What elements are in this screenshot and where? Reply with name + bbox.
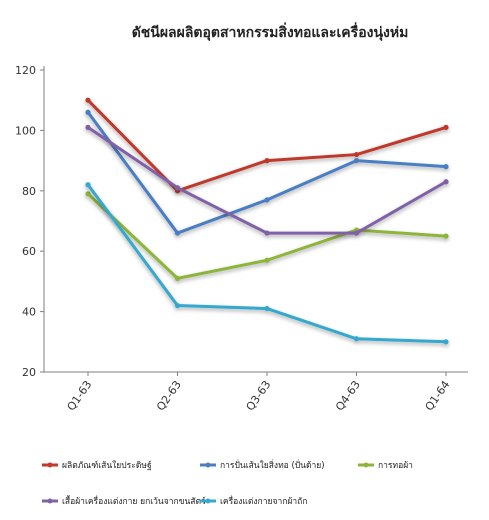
- data-point: [174, 230, 181, 236]
- data-point: [264, 158, 270, 164]
- y-tick-label: 20: [22, 366, 36, 379]
- legend-label: การปั่นเส้นใยสิ่งทอ (ปั่นด้าย): [220, 459, 325, 471]
- legend-label: เสื้อผ้าเครื่องแต่งกาย ยกเว้นจากขนสัตว์: [62, 495, 206, 507]
- series-2: [85, 109, 449, 236]
- data-point: [264, 230, 270, 236]
- data-point: [85, 182, 91, 188]
- data-point: [174, 275, 181, 281]
- data-point: [174, 302, 181, 309]
- data-point: [353, 336, 360, 342]
- y-tick-label: 100: [15, 124, 36, 137]
- series-line: [86, 110, 448, 235]
- data-point: [353, 230, 360, 236]
- x-tick-label: Q4-63: [333, 378, 363, 413]
- series-5: [85, 182, 449, 345]
- series-3: [85, 191, 449, 281]
- series-layer: [85, 97, 449, 345]
- data-point: [85, 97, 91, 103]
- legend-marker: [47, 462, 53, 468]
- y-axis-ticks: 20 40 60 80 100 120: [15, 64, 44, 379]
- series-line: [86, 98, 448, 193]
- series-4: [85, 124, 449, 236]
- data-point: [353, 151, 360, 158]
- data-point: [264, 197, 270, 203]
- series-line: [86, 192, 448, 280]
- legend-item-2: การปั่นเส้นใยสิ่งทอ (ปั่นด้าย): [200, 459, 325, 471]
- x-tick-label: Q3-63: [244, 378, 274, 413]
- legend-label: เครื่องแต่งกายจากผ้าถัก: [220, 495, 307, 507]
- legend-marker: [205, 462, 211, 468]
- x-tick-label: Q2-63: [154, 378, 184, 413]
- legend-marker: [363, 462, 369, 468]
- y-tick-label: 60: [22, 245, 36, 258]
- data-point: [443, 339, 449, 345]
- x-tick-label: Q1-64: [423, 378, 453, 413]
- x-axis-ticks: Q1-63 Q2-63 Q3-63 Q4-63 Q1-64: [65, 372, 453, 413]
- y-tick-label: 80: [22, 185, 36, 198]
- legend: ผลิตภัณฑ์เส้นใยประดิษฐ์ การปั่นเส้นใยสิ่ง…: [42, 459, 413, 507]
- data-point: [174, 185, 181, 191]
- series-line: [86, 183, 448, 344]
- data-point: [85, 124, 91, 130]
- data-point: [443, 179, 449, 185]
- data-point: [264, 257, 270, 263]
- legend-label: การทอผ้า: [378, 460, 413, 471]
- data-point: [85, 191, 91, 197]
- chart-title: ดัชนีผลผลิตอุตสาหกรรมสิ่งทอและเครื่องนุ่…: [132, 22, 409, 41]
- legend-marker: [205, 498, 211, 504]
- legend-marker: [47, 498, 53, 504]
- y-tick-label: 120: [15, 64, 36, 77]
- legend-item-3: การทอผ้า: [358, 460, 413, 471]
- data-point: [443, 233, 449, 239]
- legend-item-4: เสื้อผ้าเครื่องแต่งกาย ยกเว้นจากขนสัตว์: [42, 495, 206, 507]
- y-tick-label: 40: [22, 306, 36, 319]
- x-tick-label: Q1-63: [65, 378, 95, 413]
- series-1: [85, 97, 449, 194]
- data-point: [353, 158, 360, 164]
- data-point: [443, 124, 449, 130]
- legend-item-5: เครื่องแต่งกายจากผ้าถัก: [200, 495, 307, 507]
- data-point: [443, 164, 449, 170]
- legend-label: ผลิตภัณฑ์เส้นใยประดิษฐ์: [62, 460, 152, 471]
- data-point: [264, 305, 270, 312]
- data-point: [85, 109, 91, 115]
- legend-item-1: ผลิตภัณฑ์เส้นใยประดิษฐ์: [42, 460, 152, 471]
